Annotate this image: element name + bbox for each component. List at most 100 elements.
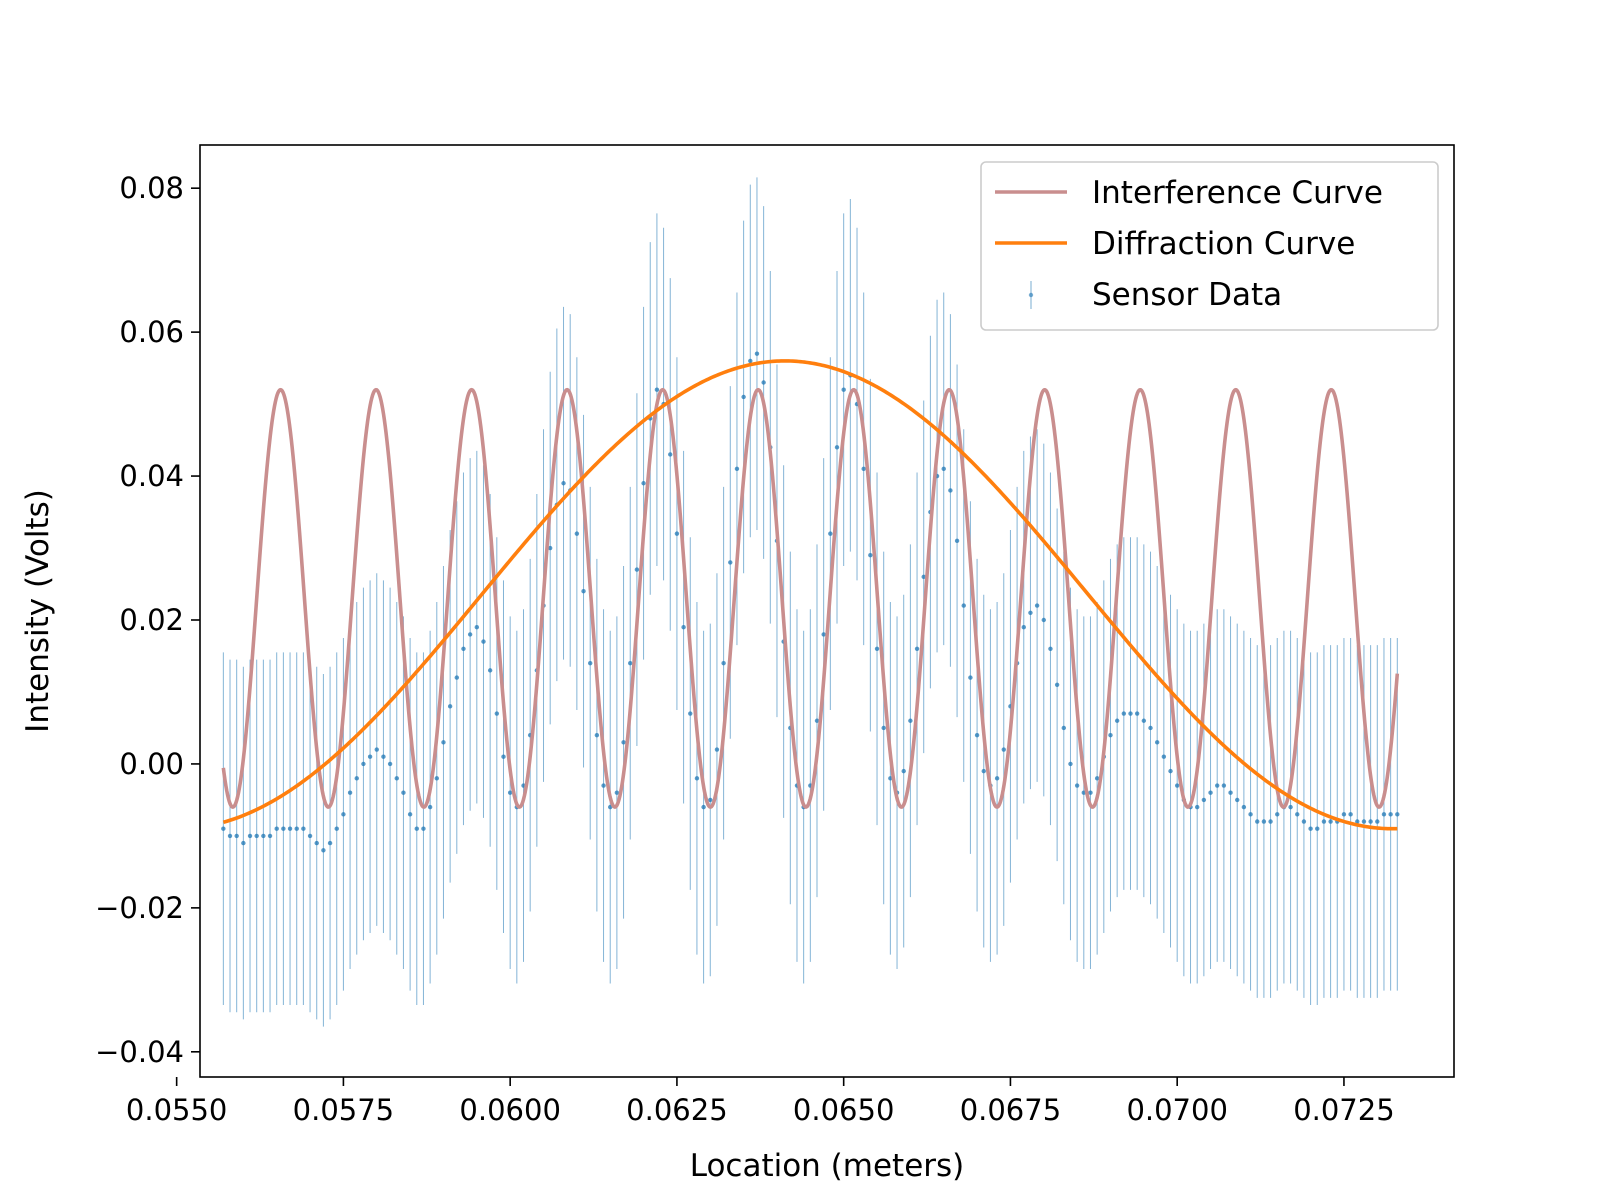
sensor-point-41 <box>494 711 500 716</box>
sensor-point-161 <box>1295 812 1300 817</box>
sensor-point-62 <box>634 567 640 572</box>
sensor-point-126 <box>1061 725 1066 731</box>
sensor-point-147 <box>1201 797 1207 803</box>
sensor-point-96 <box>861 466 866 472</box>
y-tick-label-0: −0.04 <box>95 1035 184 1069</box>
sensor-point-139 <box>1148 725 1153 731</box>
sensor-point-148 <box>1208 790 1213 795</box>
sensor-point-33 <box>441 740 446 745</box>
legend-box <box>980 161 1439 331</box>
sensor-point-97 <box>868 553 873 558</box>
sensor-point-13 <box>307 833 313 839</box>
sensor-point-54 <box>581 589 586 594</box>
sensor-point-158 <box>1275 812 1280 817</box>
sensor-point-143 <box>1174 783 1180 788</box>
sensor-point-11 <box>294 826 299 831</box>
sensor-point-75 <box>721 660 726 666</box>
sensor-point-103 <box>908 718 913 723</box>
sensor-point-89 <box>814 718 820 723</box>
sensor-point-1 <box>227 833 233 839</box>
legend-label-diffraction: Diffraction Curve <box>1092 226 1355 262</box>
sensor-point-141 <box>1161 754 1167 759</box>
sensor-point-122 <box>1034 603 1040 608</box>
sensor-point-154 <box>1248 812 1253 817</box>
x-axis: 0.0550 0.0575 0.0600 0.0625 0.0650 0.0675 0.07… <box>126 1077 1395 1127</box>
sensor-point-165 <box>1321 819 1327 824</box>
sensor-point-19 <box>347 790 353 795</box>
sensor-point-98 <box>874 646 880 651</box>
y-tick-label-1: −0.02 <box>95 891 184 925</box>
sensor-point-124 <box>1048 646 1053 651</box>
sensor-point-17 <box>334 826 339 831</box>
sensor-point-117 <box>1001 747 1006 752</box>
sensor-point-65 <box>654 387 660 392</box>
x-tick-label-5: 0.0675 <box>960 1093 1061 1127</box>
sensor-point-69 <box>681 624 686 630</box>
sensor-point-76 <box>728 560 733 565</box>
sensor-point-93 <box>841 387 846 392</box>
sensor-point-121 <box>1028 610 1033 615</box>
sensor-point-28 <box>407 812 413 817</box>
sensor-point-99 <box>881 725 886 731</box>
sensor-point-104 <box>914 646 920 651</box>
sensor-point-168 <box>1341 812 1347 817</box>
sensor-point-23 <box>374 747 379 752</box>
sensor-point-131 <box>1094 776 1100 781</box>
sensor-point-12 <box>301 826 306 831</box>
sensor-point-67 <box>668 452 673 457</box>
sensor-point-109 <box>948 488 953 493</box>
plot-frame <box>199 144 1455 1078</box>
sensor-point-16 <box>327 840 333 846</box>
sensor-point-14 <box>314 840 319 846</box>
sensor-point-10 <box>287 826 293 831</box>
sensor-point-169 <box>1348 812 1353 817</box>
y-axis-label: Intensity (Volts) <box>20 489 56 733</box>
interference-curve <box>221 387 1400 809</box>
sensor-point-151 <box>1228 790 1233 795</box>
sensor-point-164 <box>1315 826 1320 831</box>
sensor-point-77 <box>734 466 740 472</box>
y-tick-label-6: 0.08 <box>119 171 184 205</box>
y-tick-label-2: 0.00 <box>119 747 184 781</box>
sensor-point-63 <box>641 481 646 486</box>
sensor-point-24 <box>381 754 386 759</box>
sensor-point-4 <box>247 833 253 839</box>
sensor-point-149 <box>1215 783 1220 788</box>
sensor-point-0 <box>221 826 226 831</box>
sensor-point-32 <box>434 776 439 781</box>
sensor-point-31 <box>427 804 433 810</box>
sensor-point-18 <box>341 812 346 817</box>
sensor-point-20 <box>354 776 359 781</box>
sensor-point-91 <box>828 531 833 536</box>
sensor-point-162 <box>1301 819 1307 824</box>
sensor-point-176 <box>1395 812 1400 817</box>
y-tick-label-4: 0.04 <box>119 459 184 493</box>
sensor-point-53 <box>574 531 580 536</box>
sensor-point-80 <box>754 351 760 356</box>
sensor-point-7 <box>267 833 273 839</box>
sensor-point-153 <box>1241 804 1247 810</box>
sensor-point-9 <box>281 826 286 831</box>
sensor-point-39 <box>481 639 486 644</box>
sensor-point-56 <box>594 732 600 738</box>
sensor-point-36 <box>461 646 466 651</box>
sensor-point-34 <box>447 704 453 709</box>
sensor-point-61 <box>628 660 633 666</box>
sensor-point-174 <box>1381 812 1387 817</box>
sensor-point-73 <box>708 797 713 803</box>
diffraction-curve <box>222 359 1398 831</box>
sensor-point-110 <box>954 538 960 544</box>
sensor-point-3 <box>241 840 246 846</box>
x-tick-label-0: 0.0550 <box>126 1093 227 1127</box>
sensor-point-29 <box>414 826 419 831</box>
sensor-point-155 <box>1255 819 1260 824</box>
sensor-point-40 <box>487 668 493 673</box>
sensor-point-78 <box>741 394 746 400</box>
sensor-point-134 <box>1114 718 1120 723</box>
sensor-point-136 <box>1128 711 1133 716</box>
sensor-point-175 <box>1388 812 1393 817</box>
sensor-point-92 <box>834 445 840 450</box>
sensor-point-81 <box>761 380 766 385</box>
sensor-point-171 <box>1361 819 1367 824</box>
sensor-point-57 <box>601 783 606 788</box>
